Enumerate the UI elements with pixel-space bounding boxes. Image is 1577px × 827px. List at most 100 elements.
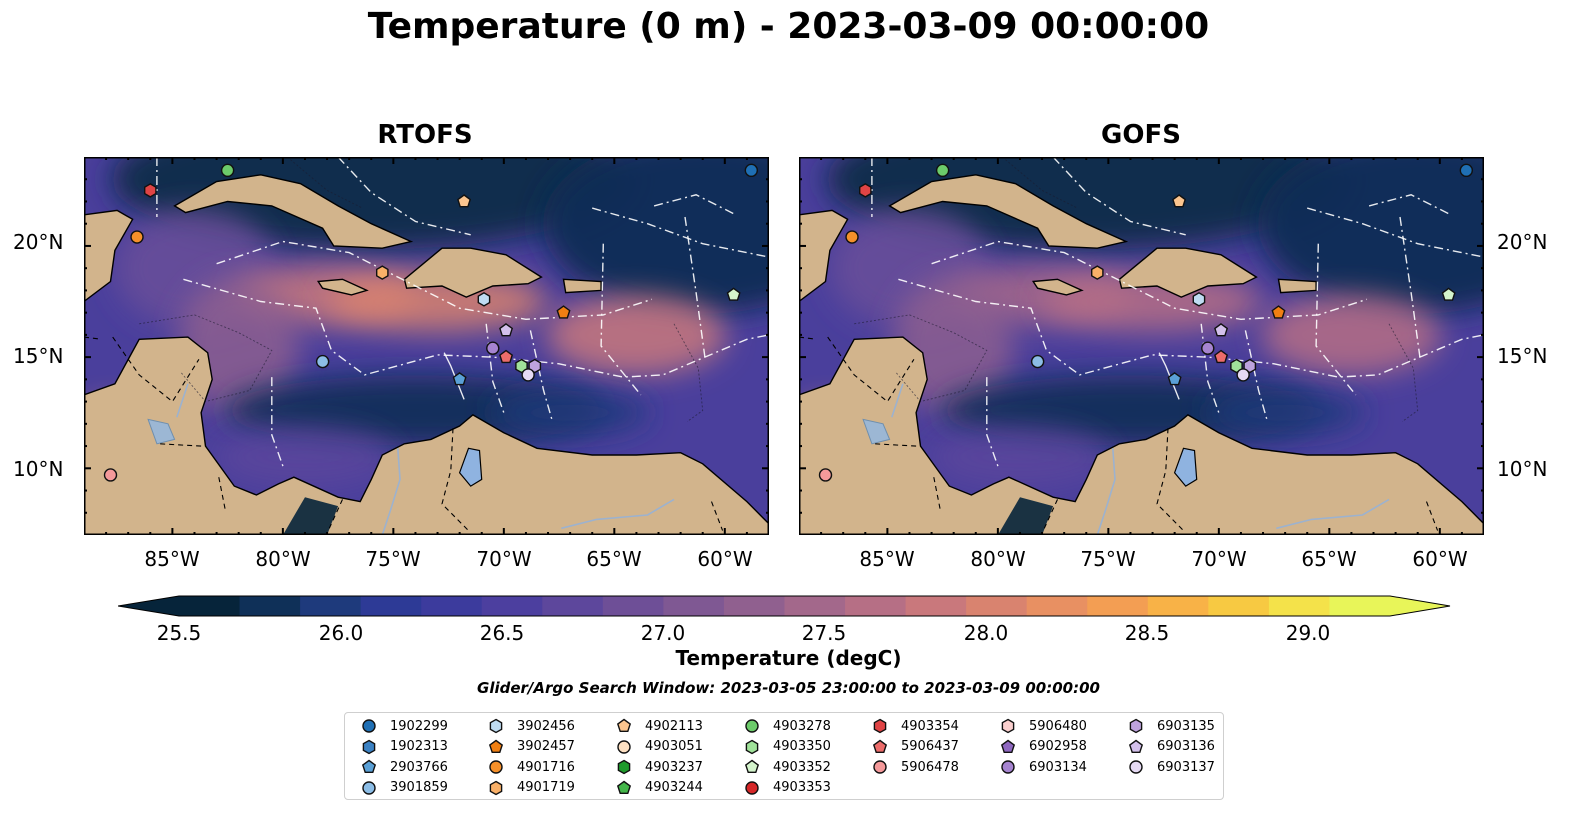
float-marker-6903136 <box>499 323 514 337</box>
legend-marker-circle <box>362 780 376 795</box>
legend-marker-6903136 <box>1128 739 1144 753</box>
lat-label-20n-left: 20°N <box>13 230 64 254</box>
legend-marker-4903244 <box>616 780 632 794</box>
legend-marker-hexagon <box>489 718 503 734</box>
legend-entry-6903134: 6903134 <box>1000 757 1087 777</box>
bathymetry-contour <box>1388 323 1419 422</box>
warm-water-east <box>546 294 727 375</box>
legend-marker-hexagon <box>1129 718 1143 734</box>
legend-entry-1902299: 1902299 <box>361 716 448 736</box>
float-marker-3902457 <box>556 305 571 319</box>
legend-entry-4903352: 4903352 <box>744 757 831 777</box>
float-marker-2903766 <box>452 372 467 386</box>
country-border <box>933 477 941 511</box>
float-marker-4903278 <box>220 163 235 178</box>
cuba-land <box>173 174 414 249</box>
legend-marker-pentagon <box>872 739 888 753</box>
map-frame <box>84 157 769 535</box>
legend-marker-4902113 <box>616 718 632 733</box>
map-panel-gofs <box>799 157 1484 535</box>
legend-marker-3901859 <box>362 780 376 795</box>
legend-entry-4903051: 4903051 <box>616 737 703 757</box>
float-marker-4902113 <box>457 194 472 208</box>
legend-entry-1902313: 1902313 <box>361 737 448 757</box>
eez-boundary <box>986 377 999 467</box>
legend-label: 4903237 <box>645 759 703 775</box>
float-marker-6903135 <box>1243 358 1257 374</box>
lon-label-60w-right: 60°W <box>1412 547 1468 571</box>
lon-label-80w-left: 80°W <box>255 547 311 571</box>
legend-entry-4903354: 4903354 <box>872 716 959 736</box>
cool-water-northeast <box>542 157 769 314</box>
colorbar-segment <box>1268 596 1331 616</box>
jamaica-land <box>316 278 369 296</box>
eez-boundary <box>337 157 471 236</box>
legend-marker-circle <box>1001 760 1015 774</box>
eez-boundary <box>529 330 554 422</box>
legend-marker-circle <box>489 760 503 774</box>
cuba-land <box>888 174 1129 249</box>
legend-marker-circle <box>362 719 376 733</box>
eez-boundary <box>1315 243 1357 396</box>
float-marker-4902113 <box>1172 194 1187 208</box>
river <box>1096 448 1116 535</box>
legend-label: 4902113 <box>645 718 703 734</box>
legend-label: 5906480 <box>1029 718 1087 734</box>
eez-boundary <box>1399 216 1421 358</box>
float-marker-4901719 <box>1091 265 1104 280</box>
colorbar-tick-27-5: 27.5 <box>801 621 847 645</box>
legend-marker-6903134 <box>1001 760 1015 774</box>
legend-entry-3902457: 3902457 <box>488 737 575 757</box>
country-border <box>84 336 102 340</box>
legend-marker-5906437 <box>872 739 888 753</box>
colorbar-segment <box>542 596 604 616</box>
lat-label-20n-right: 20°N <box>1497 230 1548 254</box>
legend-marker-pentagon <box>488 739 504 753</box>
river <box>381 448 401 535</box>
eez-boundary <box>183 278 769 378</box>
legend-marker-4903237 <box>617 759 631 775</box>
legend-marker-hexagon <box>362 739 376 754</box>
colorbar-segment <box>966 596 1028 616</box>
float-marker-4901719 <box>376 265 389 280</box>
lat-label-15n-right: 15°N <box>1497 344 1548 368</box>
colorbar-outline <box>118 595 1451 617</box>
legend-entry-6903136: 6903136 <box>1128 737 1215 757</box>
float-marker-2903766 <box>1167 372 1182 386</box>
legend-entry-6903137: 6903137 <box>1128 757 1215 777</box>
river <box>891 383 904 418</box>
colorbar-tick-26-5: 26.5 <box>479 621 525 645</box>
lon-label-65w-right: 65°W <box>1301 547 1357 571</box>
river <box>1276 498 1390 530</box>
legend-entry-4902113: 4902113 <box>616 716 703 736</box>
lat-label-15n-left: 15°N <box>13 344 64 368</box>
figure-title: Temperature (0 m) - 2023-03-09 00:00:00 <box>367 6 1210 47</box>
legend-entry-3901859: 3901859 <box>361 778 448 798</box>
colorbar-segment <box>663 596 725 616</box>
puerto-rico-land <box>1277 278 1317 294</box>
legend-label: 6903135 <box>1157 718 1215 734</box>
legend-entry-5906478: 5906478 <box>872 757 959 777</box>
legend-entry-6903135: 6903135 <box>1128 716 1215 736</box>
legend-marker-hexagon <box>745 739 759 754</box>
legend-marker-pentagon <box>616 718 632 733</box>
float-marker-4903352 <box>1441 287 1456 301</box>
float-marker-6903137 <box>521 368 535 382</box>
legend-label: 4903244 <box>645 780 703 795</box>
map-frame <box>799 157 1484 535</box>
jamaica-land <box>1031 278 1084 296</box>
colorbar-segment <box>723 596 786 616</box>
float-marker-5906478 <box>103 468 118 482</box>
country-border <box>159 443 202 447</box>
legend-marker-circle <box>873 760 887 774</box>
float-marker-4903278 <box>935 163 950 178</box>
country-border <box>799 336 817 340</box>
colorbar-extend-high <box>1390 596 1450 616</box>
cool-water-venezuela <box>1205 390 1366 435</box>
colorbar-segment <box>1147 596 1209 616</box>
bathymetry-contour <box>287 157 363 209</box>
colorbar-segment <box>1026 596 1088 616</box>
legend-marker-4901719 <box>489 780 503 795</box>
float-marker-1902299 <box>1459 163 1474 178</box>
lon-label-80w-right: 80°W <box>970 547 1026 571</box>
